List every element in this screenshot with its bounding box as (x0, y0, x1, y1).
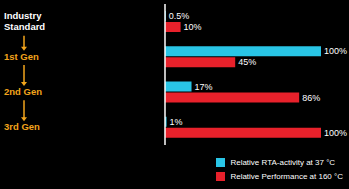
svg-text:17%: 17% (195, 82, 213, 92)
svg-text:10%: 10% (184, 22, 202, 32)
svg-text:1%: 1% (170, 117, 183, 127)
svg-text:100%: 100% (324, 128, 341, 138)
svg-text:3rd Gen: 3rd Gen (8, 121, 40, 132)
svg-text:0.5%: 0.5% (169, 11, 190, 21)
svg-text:86%: 86% (302, 93, 320, 103)
svg-text:2nd Gen: 2nd Gen (8, 86, 42, 97)
svg-text:45%: 45% (238, 57, 256, 67)
svg-text:IndustryStandard: IndustryStandard (8, 10, 45, 32)
html-text:Relative RTA-activity at 37 °C: Relative RTA-activity at 37 °C (230, 158, 336, 167)
html-text:Relative Performance at 160 °C: Relative Performance at 160 °C (230, 172, 343, 181)
svg-text:1st Gen: 1st Gen (8, 50, 39, 61)
svg-text:100%: 100% (324, 46, 341, 56)
